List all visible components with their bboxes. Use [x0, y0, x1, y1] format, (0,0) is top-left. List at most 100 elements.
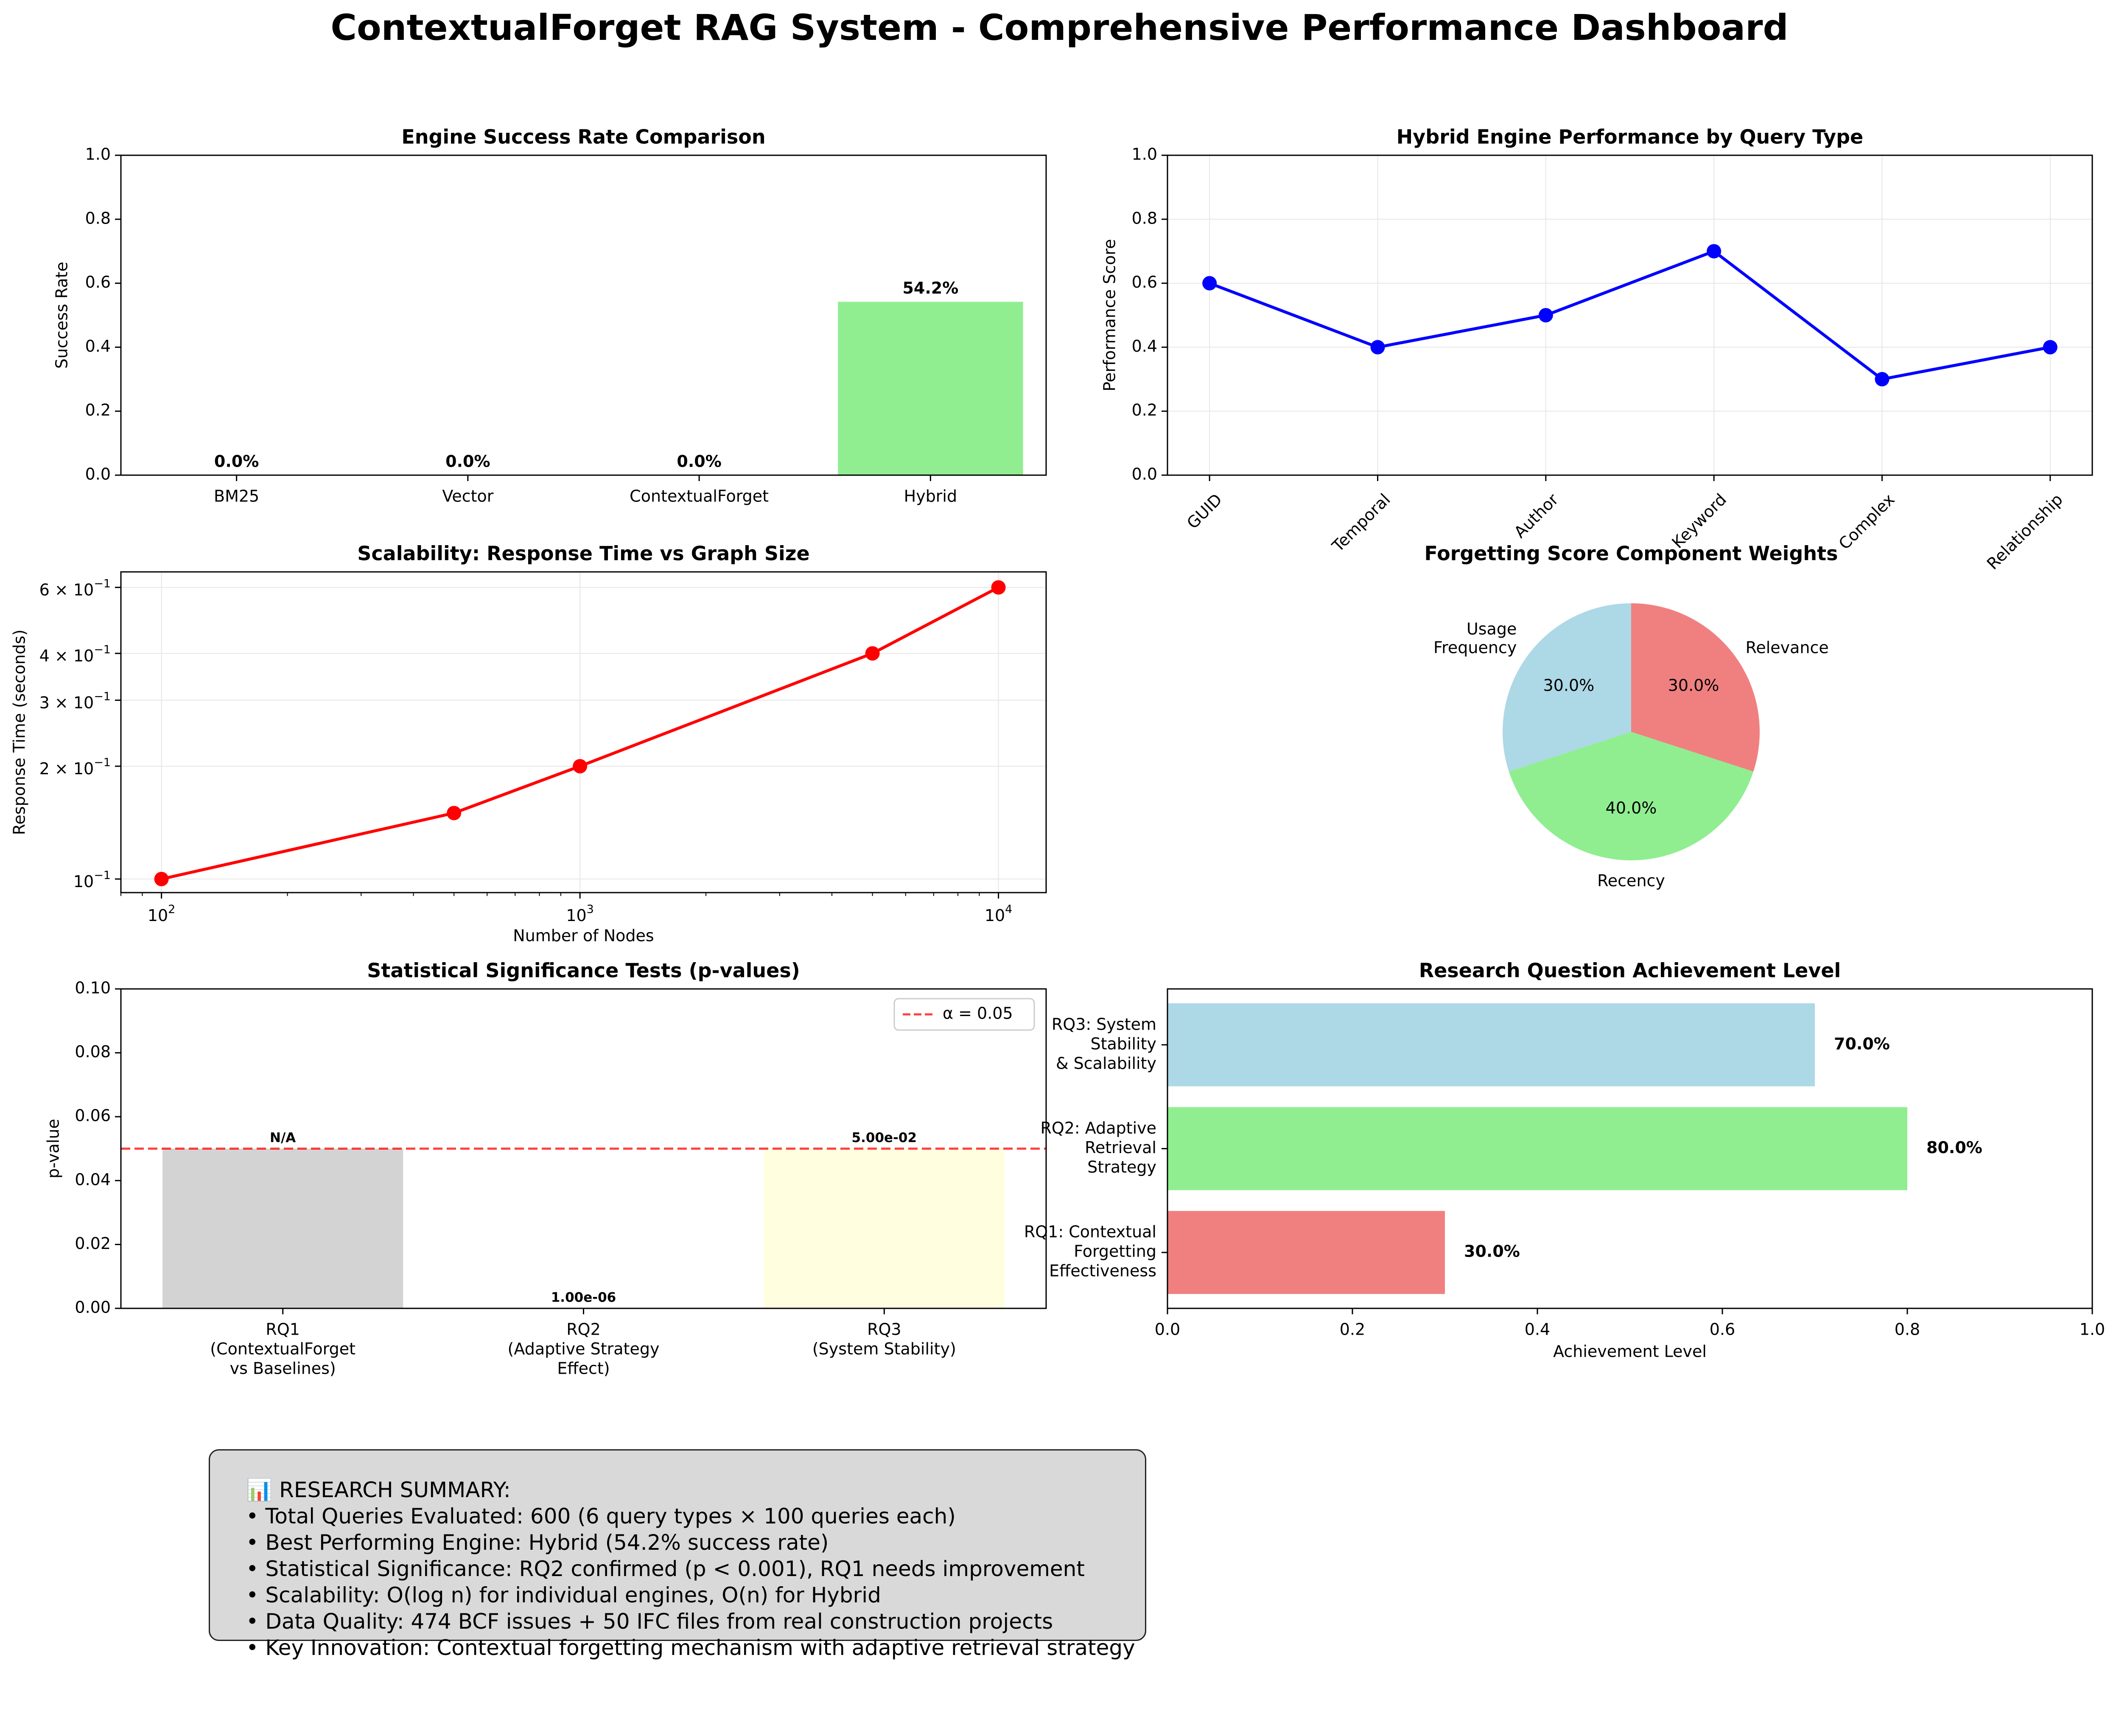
y-tick-label: 0.6: [1132, 273, 1157, 291]
bar: [162, 1148, 403, 1308]
x-tick-label: 0.0: [1155, 1320, 1180, 1339]
y-tick-label: Forgetting: [1074, 1242, 1156, 1261]
y-tick-label: 0.2: [1132, 401, 1157, 420]
y-axis-label: Response Time (seconds): [10, 630, 29, 835]
y-tick-label: 0.6: [85, 273, 111, 291]
pie-percent-label: 30.0%: [1543, 676, 1595, 695]
x-tick-label: RQ1: [266, 1320, 300, 1339]
data-point: [2043, 340, 2057, 355]
summary-line: • Scalability: O(log n) for individual e…: [246, 1583, 881, 1607]
x-tick-label: 0.2: [1340, 1320, 1365, 1339]
y-tick-label: & Scalability: [1056, 1054, 1156, 1072]
x-tick-label: GUID: [1183, 490, 1226, 532]
bar-value-label: 80.0%: [1926, 1138, 1982, 1157]
y-tick-label: 1.0: [1132, 145, 1157, 164]
chart-title: Research Question Achievement Level: [1419, 959, 1841, 982]
chart-title: Engine Success Rate Comparison: [401, 126, 765, 148]
data-point: [1202, 276, 1217, 291]
axes-frame: [120, 571, 1047, 893]
summary-line: • Data Quality: 474 BCF issues + 50 IFC …: [246, 1609, 1053, 1634]
x-tick-label: 1.0: [2080, 1320, 2105, 1339]
bar-value-label: 70.0%: [1834, 1034, 1890, 1053]
research-summary-box: 📊 RESEARCH SUMMARY: • Total Queries Eval…: [209, 1449, 1146, 1660]
x-tick-label: (Adaptive Strategy: [508, 1340, 660, 1358]
y-tick-label: 3 × 10−1: [39, 690, 111, 712]
bar-value-label: 0.0%: [214, 452, 259, 471]
pie-label: Recency: [1597, 871, 1665, 890]
x-tick-label: 0.6: [1710, 1320, 1735, 1339]
bar-value-label: 1.00e-06: [551, 1290, 616, 1305]
y-tick-label: 0.2: [85, 401, 111, 420]
x-tick-label: 0.4: [1525, 1320, 1550, 1339]
x-tick-label: Relationship: [1983, 490, 2066, 573]
y-tick-label: 0.0: [85, 465, 111, 484]
y-tick-label: 0.8: [1132, 209, 1157, 227]
data-point: [1875, 372, 1889, 386]
y-axis-label: Success Rate: [53, 262, 71, 369]
axes-frame: [120, 154, 1047, 476]
chart-title: Statistical Significance Tests (p-values…: [367, 959, 800, 982]
legend-label: α = 0.05: [943, 1004, 1013, 1023]
y-tick-label: 0.06: [75, 1106, 111, 1125]
y-axis-label: p-value: [44, 1119, 63, 1179]
x-tick-label: RQ2: [566, 1320, 601, 1339]
data-point: [1707, 244, 1722, 259]
axes-frame: [1167, 988, 2093, 1309]
bar: [1167, 1107, 1907, 1190]
x-tick-label: 104: [985, 903, 1013, 925]
y-tick-label: RQ1: Contextual: [1024, 1223, 1156, 1241]
x-tick-label: 0.8: [1895, 1320, 1920, 1339]
data-point: [447, 806, 462, 820]
x-tick-label: vs Baselines): [230, 1359, 336, 1378]
data-point: [1538, 308, 1553, 322]
pie-slice: [1631, 603, 1760, 772]
y-tick-label: 1.0: [85, 145, 111, 164]
y-tick-label: 0.10: [75, 979, 111, 997]
summary-line: • Total Queries Evaluated: 600 (6 query …: [246, 1504, 956, 1529]
pie-label: Frequency: [1433, 638, 1517, 657]
bar: [838, 302, 1023, 475]
summary-line: • Key Innovation: Contextual forgetting …: [246, 1635, 1135, 1660]
legend-box: [893, 998, 1035, 1031]
pie-slice: [1502, 603, 1631, 772]
y-axis-label: Performance Score: [1100, 239, 1119, 391]
y-tick-label: 10−1: [73, 869, 111, 891]
y-tick-label: Effectiveness: [1049, 1262, 1156, 1280]
x-tick-label: Effect): [557, 1359, 610, 1378]
data-point: [573, 759, 588, 774]
y-tick-label: 0.00: [75, 1298, 111, 1317]
chart-title: Forgetting Score Component Weights: [1425, 542, 1838, 565]
bar-value-label: 0.0%: [677, 452, 721, 471]
summary-heading: 📊 RESEARCH SUMMARY:: [246, 1478, 511, 1502]
bar-value-label: N/A: [270, 1130, 296, 1145]
y-tick-label: 2 × 10−1: [39, 756, 111, 778]
bar-value-label: 30.0%: [1464, 1242, 1520, 1261]
bar-value-label: 5.00e-02: [852, 1130, 917, 1145]
data-point: [1370, 340, 1385, 355]
y-tick-label: 0.0: [1132, 465, 1157, 484]
bar: [764, 1148, 1005, 1308]
series-line: [1209, 249, 2051, 381]
pie-slice: [1509, 732, 1754, 860]
x-tick-label: Complex: [1835, 490, 1898, 553]
y-tick-label: 6 × 10−1: [39, 577, 111, 599]
data-point: [865, 646, 880, 661]
pie-percent-label: 30.0%: [1668, 676, 1719, 695]
x-tick-label: (ContextualForget: [210, 1340, 355, 1358]
y-tick-label: RQ3: System: [1052, 1015, 1156, 1033]
bar: [1167, 1003, 1815, 1086]
y-tick-label: 0.4: [1132, 337, 1157, 356]
y-tick-label: Strategy: [1087, 1158, 1156, 1176]
x-tick-label: (System Stability): [812, 1340, 956, 1358]
y-tick-label: Retrieval: [1085, 1138, 1156, 1157]
x-tick-label: 103: [566, 903, 594, 925]
y-tick-label: Stability: [1091, 1034, 1157, 1053]
data-point: [154, 872, 169, 887]
y-tick-label: 0.8: [85, 209, 111, 227]
axes-frame: [1167, 154, 2093, 476]
bar-value-label: 54.2%: [902, 279, 958, 297]
x-tick-label: BM25: [214, 487, 259, 506]
data-point: [991, 580, 1006, 595]
chart-title: Hybrid Engine Performance by Query Type: [1397, 126, 1863, 148]
summary-line: • Best Performing Engine: Hybrid (54.2% …: [246, 1530, 829, 1555]
